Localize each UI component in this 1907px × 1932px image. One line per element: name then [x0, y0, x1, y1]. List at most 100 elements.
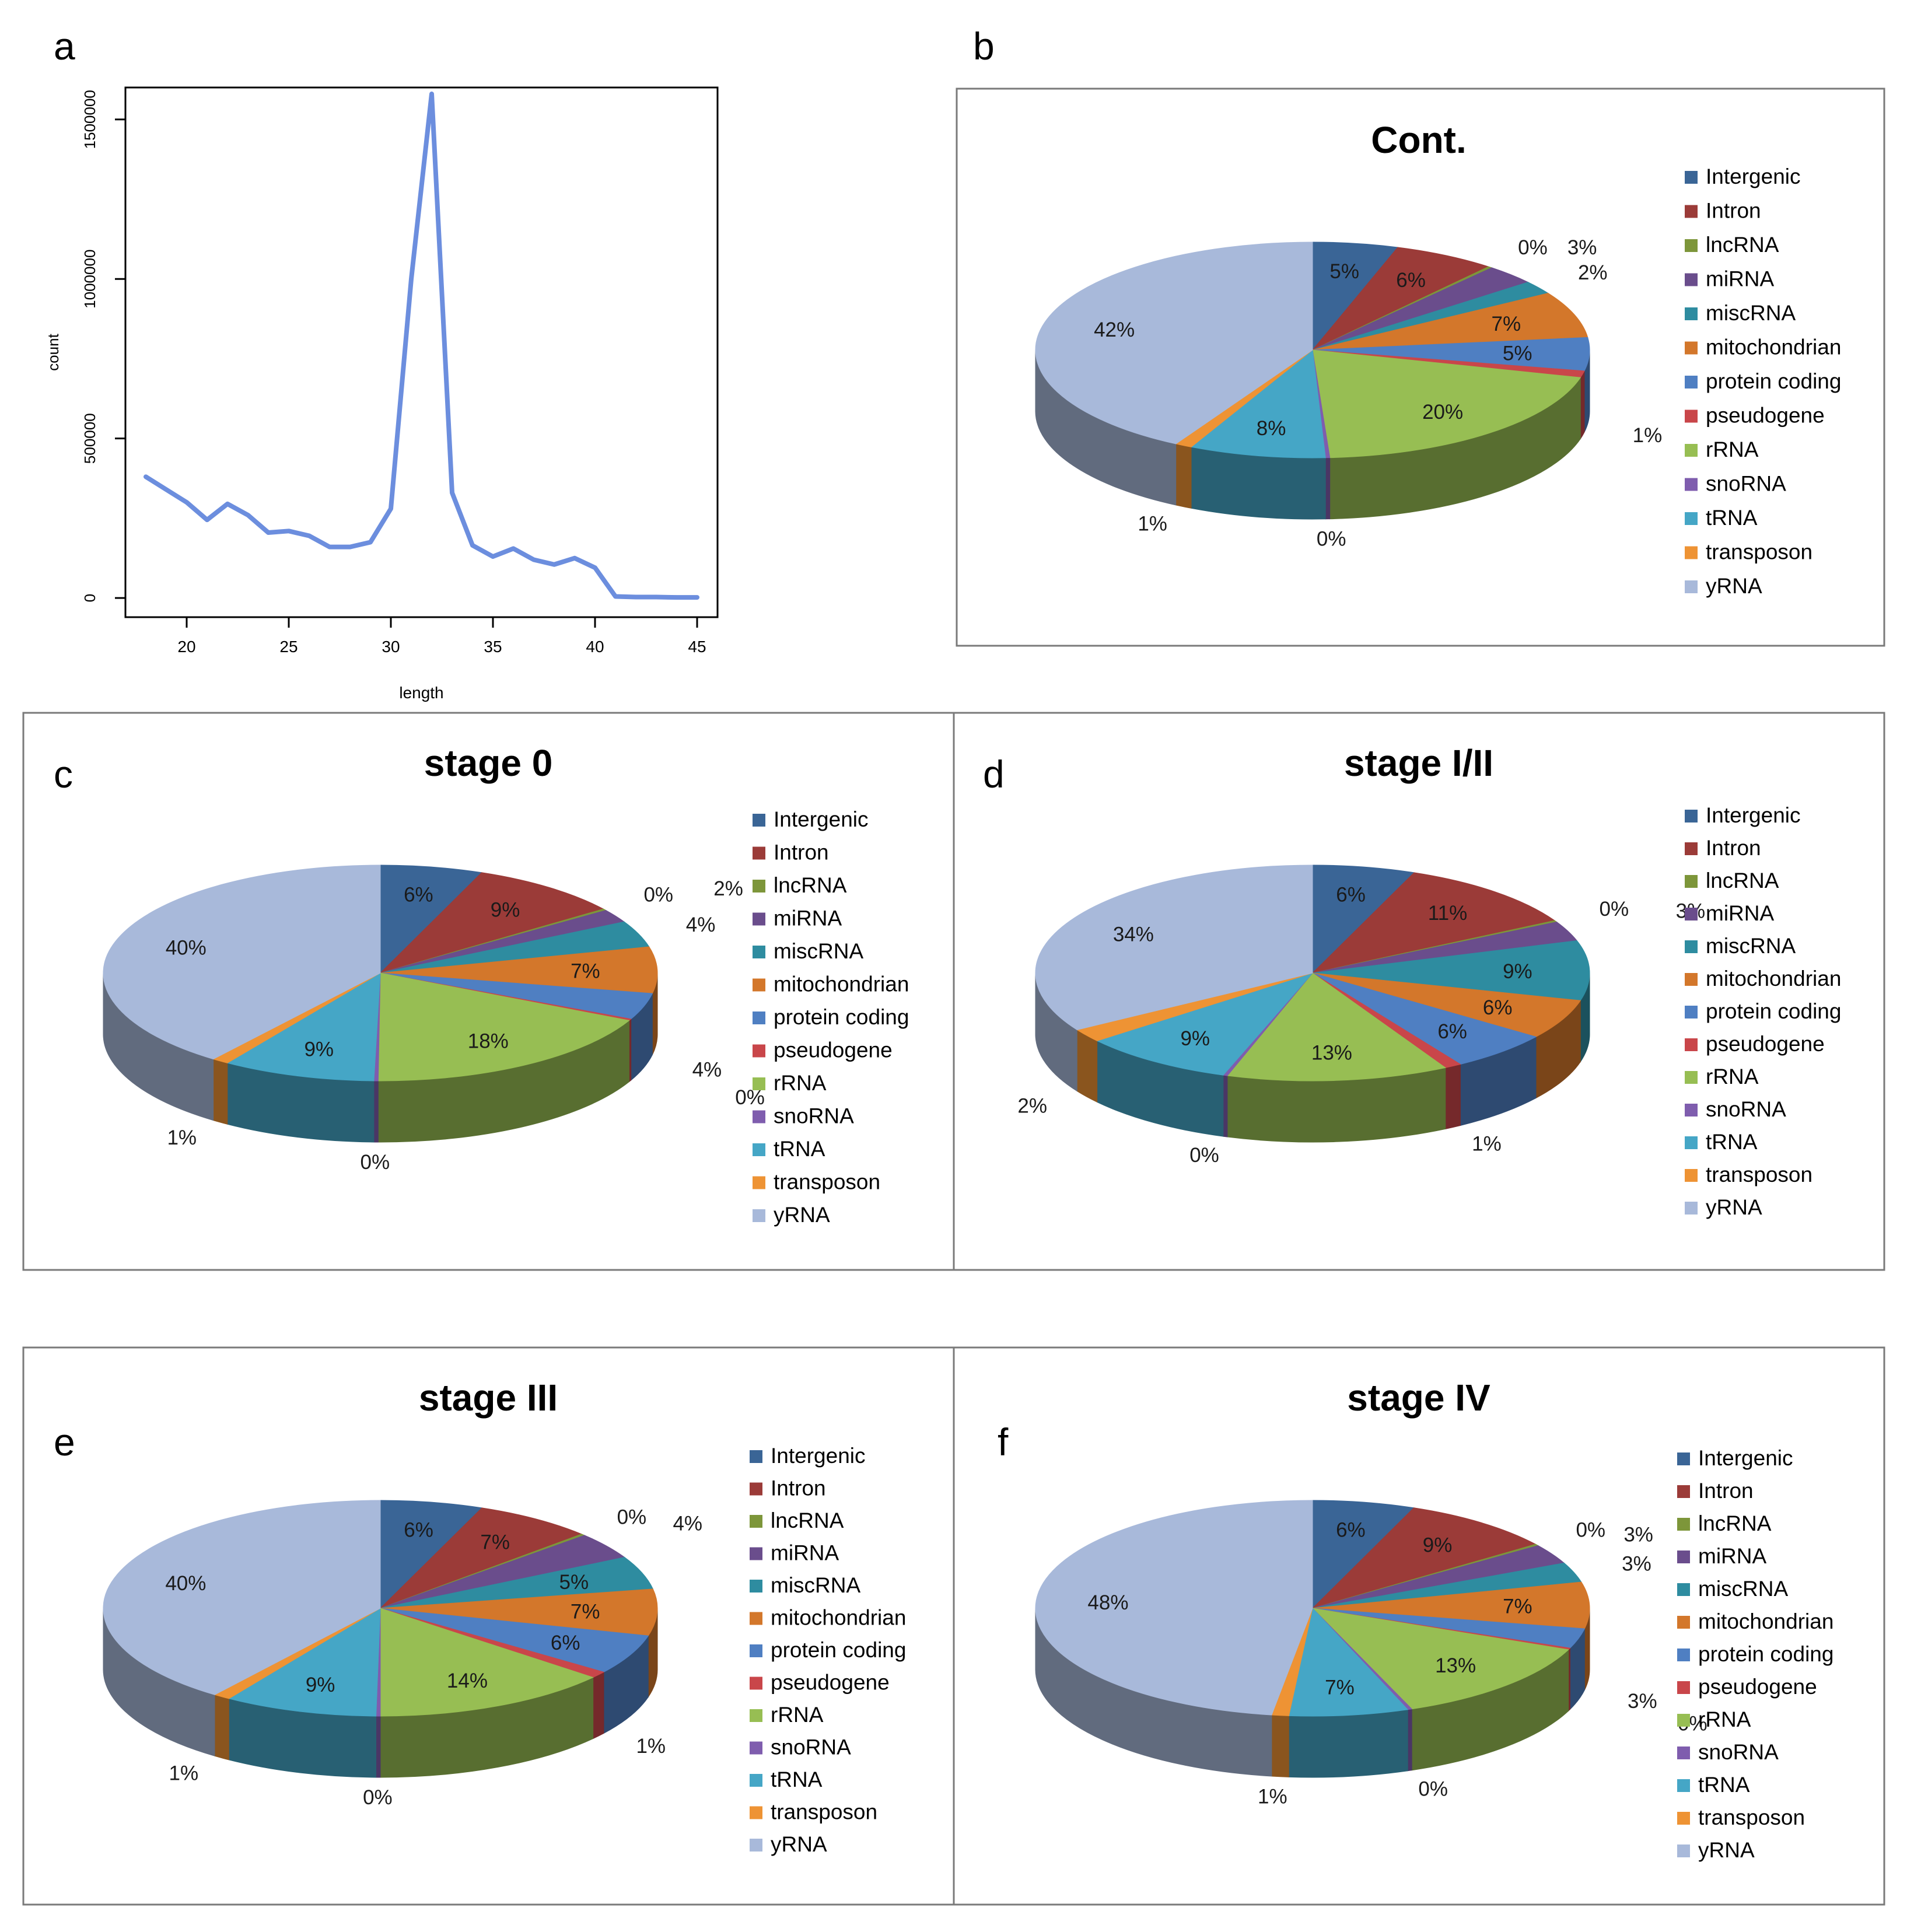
- legend-swatch-mitochondrian: [1677, 1616, 1690, 1629]
- legend-label-yrna: yRNA: [1698, 1838, 1755, 1862]
- legend-label-intron: Intron: [1698, 1479, 1754, 1503]
- legend-swatch-mitochondrian: [753, 978, 765, 992]
- pie-side-snorna: [1223, 1074, 1228, 1138]
- legend-swatch-transposon: [1685, 546, 1698, 559]
- legend-label-transposon: transposon: [771, 1800, 877, 1824]
- legend-label-yrna: yRNA: [1706, 1195, 1762, 1219]
- legend-swatch-miscrna: [753, 946, 765, 958]
- legend-swatch-snorna: [750, 1741, 762, 1755]
- pie-label-pseudogene: 1%: [1633, 424, 1663, 447]
- legend-swatch-transposon: [750, 1806, 762, 1819]
- panel-letter-a: a: [54, 24, 75, 68]
- legend-swatch-yrna: [753, 1209, 765, 1222]
- pie-slice-intron: [1312, 1507, 1537, 1609]
- legend-swatch-lncrna: [1685, 239, 1698, 252]
- legend-label-transposon: transposon: [1698, 1805, 1805, 1829]
- pie-slice-mitochondrian: [1312, 293, 1588, 351]
- pie-slice-miscrna: [380, 1557, 654, 1609]
- pie-label-lncrna: 0%: [1518, 236, 1548, 259]
- legend-swatch-pseudogene: [1677, 1681, 1690, 1694]
- legend-swatch-mitochondrian: [1685, 973, 1698, 986]
- pie-label-mirna: 3%: [1567, 236, 1597, 259]
- legend-label-rrna: rRNA: [771, 1703, 824, 1727]
- pie-title-f: stage IV: [1347, 1377, 1490, 1419]
- pie-slice-trna: [1288, 1607, 1409, 1717]
- legend-label-mirna: miRNA: [1706, 901, 1774, 925]
- legend-label-intergenic: Intergenic: [771, 1444, 866, 1468]
- legend-label-miscrna: miscRNA: [771, 1573, 860, 1597]
- legend-label-transposon: transposon: [774, 1170, 880, 1194]
- pie-slice-intergenic: [380, 864, 482, 974]
- pie-slice-trna: [228, 1608, 381, 1717]
- legend-swatch-snorna: [1677, 1746, 1690, 1759]
- legend-swatch-miscrna: [1677, 1583, 1690, 1596]
- pie-slice-intergenic: [1312, 242, 1399, 351]
- pie-slice-rrna: [1312, 349, 1581, 459]
- pie-label-rrna: 18%: [468, 1030, 509, 1052]
- pie-chart-c: 6%9%0% 2%4%7%4%0%18%0%9%1%40%stage 0Inter…: [103, 742, 909, 1227]
- pie-label-lncrna: 0%: [617, 1506, 647, 1529]
- x-tick-label: 30: [382, 638, 400, 656]
- legend-c: Intergenic Intron lncRNA miRNA miscRNA mitoch…: [753, 807, 909, 1227]
- pie-side-pseudogene: [1580, 370, 1585, 440]
- pie-label-pseudogene: 1%: [1472, 1132, 1502, 1155]
- pie-slice-mitochondrian: [1312, 1581, 1590, 1629]
- pie-slice-intron: [380, 1507, 583, 1609]
- pie-label-mitochondrian: 6%: [1483, 996, 1513, 1019]
- legend-label-intergenic: Intergenic: [1706, 803, 1801, 827]
- pie-slice-protein-coding: [1312, 337, 1590, 372]
- pie-slice-intergenic: [1312, 864, 1415, 974]
- legend-swatch-protein-coding: [1677, 1648, 1690, 1661]
- pie-label-transposon: 1%: [167, 1126, 197, 1149]
- legend-swatch-miscrna: [1685, 940, 1698, 953]
- pie-label-rrna: 14%: [447, 1670, 488, 1692]
- pie-title-e: stage III: [419, 1377, 558, 1419]
- legend-swatch-trna: [1677, 1779, 1690, 1792]
- legend-swatch-mirna: [750, 1547, 762, 1560]
- legend-swatch-intergenic: [750, 1450, 762, 1463]
- legend-label-intron: Intron: [771, 1476, 826, 1500]
- legend-label-intergenic: Intergenic: [774, 807, 869, 831]
- pie-label-yrna: 40%: [165, 1572, 206, 1595]
- pie-label-lncrna: 0%: [1600, 898, 1629, 921]
- x-tick-label: 40: [586, 638, 604, 656]
- legend-label-snorna: snoRNA: [1706, 1097, 1786, 1121]
- legend-label-mitochondrian: mitochondrian: [1706, 335, 1841, 359]
- legend-swatch-snorna: [1685, 1104, 1698, 1116]
- legend-label-miscrna: miscRNA: [774, 939, 863, 963]
- legend-label-pseudogene: pseudogene: [1706, 404, 1825, 428]
- pie-slice-intergenic: [380, 1500, 483, 1609]
- pie-slice-protein-coding: [1312, 972, 1537, 1065]
- pie-label-trna: 9%: [306, 1674, 335, 1696]
- pie-label-intergenic: 6%: [1336, 884, 1366, 907]
- pie-side-pseudogene: [1445, 1063, 1461, 1129]
- legend-label-yrna: yRNA: [771, 1832, 827, 1856]
- pie-label-miscrna: 9%: [1503, 960, 1532, 983]
- legend-swatch-snorna: [753, 1110, 765, 1124]
- pie-label-trna: 9%: [1180, 1027, 1210, 1050]
- pie-label-intergenic: 5%: [1329, 260, 1359, 283]
- legend-label-protein-coding: protein coding: [1706, 369, 1841, 393]
- legend-label-miscrna: miscRNA: [1698, 1577, 1788, 1601]
- pie-side-snorna: [373, 1080, 379, 1143]
- legend-label-rrna: rRNA: [774, 1071, 827, 1095]
- count-line: [144, 91, 699, 600]
- pie-chart-d: 6%11%0%3%9%6%6%1%13%0%9%2%34%stage I/III…: [1017, 742, 1841, 1219]
- legend-swatch-yrna: [1677, 1845, 1690, 1857]
- y-tick-label: 1500000: [81, 90, 99, 149]
- pie-slice-miscrna: [1312, 940, 1590, 1001]
- pie-slice-intron: [1312, 247, 1489, 351]
- pie-slice-trna: [1096, 972, 1314, 1076]
- pie-label-intergenic: 6%: [404, 1519, 433, 1542]
- legend-label-rrna: rRNA: [1706, 438, 1759, 461]
- legend-swatch-protein-coding: [753, 1012, 765, 1024]
- pie-label-miscrna: 3%: [1622, 1553, 1651, 1576]
- legend-swatch-pseudogene: [753, 1044, 765, 1058]
- legend-label-mirna: miRNA: [1698, 1544, 1766, 1568]
- pie-label-snorna: 0%: [1189, 1144, 1219, 1167]
- legend-label-intron: Intron: [1706, 836, 1761, 860]
- legend-swatch-mirna: [1685, 273, 1698, 286]
- legend-label-snorna: snoRNA: [1706, 472, 1786, 496]
- legend-label-snorna: snoRNA: [771, 1735, 851, 1759]
- legend-label-intron: Intron: [774, 841, 829, 864]
